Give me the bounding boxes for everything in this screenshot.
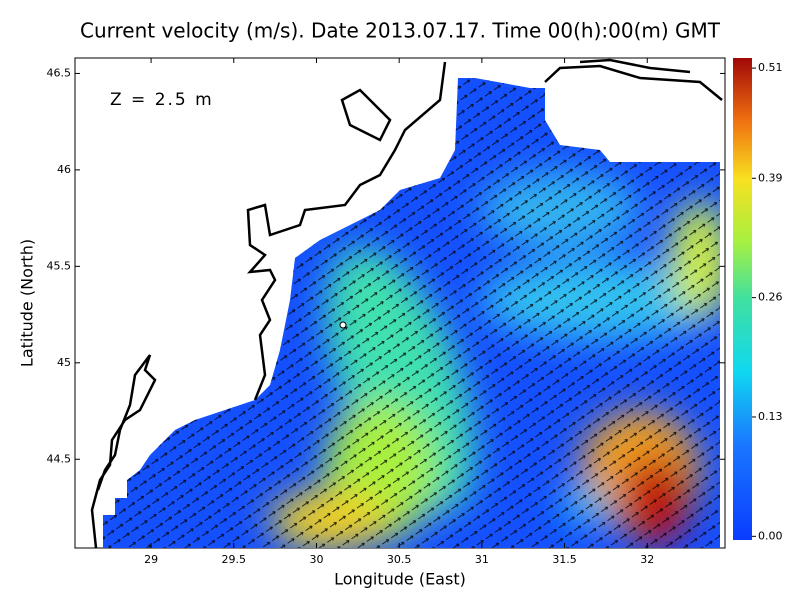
x-tick-label: 30.5 [387, 553, 412, 566]
colorbar-tick-label: 0.51 [758, 61, 783, 74]
map-title: Current velocity (m/s). Date 2013.07.17.… [80, 19, 721, 43]
station-marker [339, 321, 347, 329]
x-tick-label: 29 [144, 553, 158, 566]
y-tick-label: 45.5 [47, 259, 72, 272]
x-tick-label: 32 [640, 553, 654, 566]
y-axis-label: Latitude (North) [18, 239, 37, 367]
colorbar-tick-label: 0.39 [758, 171, 783, 184]
depth-label: Z = 2.5 m [110, 90, 214, 110]
y-tick-label: 46.5 [47, 66, 72, 79]
colorbar [733, 58, 752, 540]
y-tick-label: 46 [57, 163, 71, 176]
colorbar-tick-label: 0.26 [758, 291, 783, 304]
coastline [90, 58, 723, 549]
x-tick-label: 31 [475, 553, 489, 566]
colorbar-tick-label: 0.00 [758, 529, 783, 542]
x-tick-label: 30 [309, 553, 323, 566]
y-tick-label: 45 [57, 356, 71, 369]
x-axis-label: Longitude (East) [334, 570, 466, 589]
x-tick-label: 29.5 [222, 553, 247, 566]
y-tick-label: 44.5 [47, 452, 72, 465]
colorbar-tick-label: 0.13 [758, 410, 783, 423]
x-tick-label: 31.5 [552, 553, 577, 566]
